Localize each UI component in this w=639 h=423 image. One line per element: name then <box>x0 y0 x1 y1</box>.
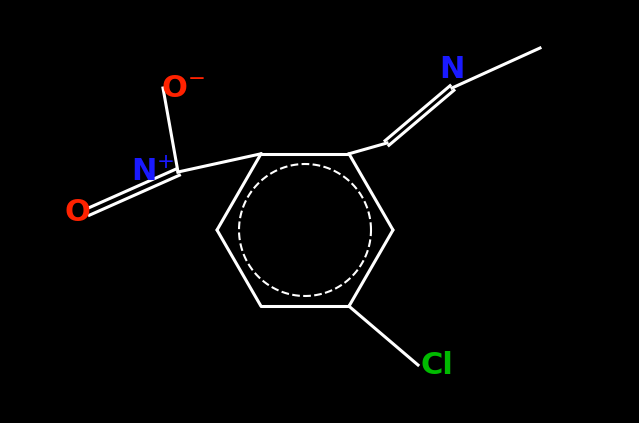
Text: O$^{-}$: O$^{-}$ <box>161 74 205 102</box>
Text: Cl: Cl <box>420 351 453 379</box>
Text: N$^{+}$: N$^{+}$ <box>130 157 174 187</box>
Text: O: O <box>64 198 90 226</box>
Text: N: N <box>440 55 465 84</box>
